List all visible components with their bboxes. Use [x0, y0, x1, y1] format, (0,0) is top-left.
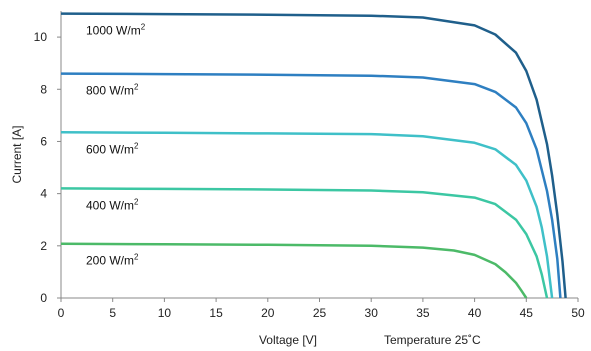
x-tick-label: 40	[468, 306, 482, 320]
series-line-1	[60, 12, 567, 299]
series-label-1: 1000 W/m2	[86, 23, 146, 38]
series-label-superscript: 2	[134, 83, 139, 92]
series-line-2	[60, 72, 562, 299]
series-label-superscript: 2	[141, 23, 146, 32]
series-label-5: 200 W/m2	[86, 253, 139, 268]
y-tick-label: 2	[40, 239, 47, 253]
series-group	[60, 12, 567, 299]
series-label-4: 400 W/m2	[86, 197, 139, 212]
x-tick-label: 15	[209, 306, 223, 320]
x-tick-label: 20	[261, 306, 275, 320]
series-label-superscript: 2	[134, 141, 139, 150]
series-line-4	[60, 187, 549, 299]
temperature-annotation: Temperature 25˚C	[384, 333, 481, 347]
y-tick-label: 10	[34, 30, 48, 44]
series-label-superscript: 2	[134, 253, 139, 262]
series-label-2: 800 W/m2	[86, 83, 139, 98]
y-tick-label: 0	[40, 291, 47, 305]
series-label-text: 1000 W/m	[86, 24, 141, 38]
y-tick-label: 6	[40, 134, 47, 148]
series-label-3: 600 W/m2	[86, 141, 139, 156]
series-line-3	[60, 131, 554, 299]
x-axis-title: Voltage [V]	[259, 333, 317, 347]
series-label-text: 200 W/m	[86, 254, 134, 268]
y-axis-title: Current [A]	[10, 125, 24, 183]
series-line-5	[60, 242, 528, 299]
series-label-text: 600 W/m	[86, 142, 134, 156]
x-tick-label: 30	[365, 306, 379, 320]
y-tick-label: 4	[40, 187, 47, 201]
series-label-superscript: 2	[134, 197, 139, 206]
x-tick-label: 45	[520, 306, 534, 320]
series-label-text: 800 W/m	[86, 84, 134, 98]
x-tick-label: 25	[313, 306, 327, 320]
tick-group: 0 5 10 15 20 25 30 35 40 45 50 0 2 4 6 8 10	[34, 30, 585, 320]
x-tick-label: 0	[58, 306, 65, 320]
x-tick-label: 5	[109, 306, 116, 320]
series-label-text: 400 W/m	[86, 198, 134, 212]
x-tick-label: 10	[158, 306, 172, 320]
x-tick-label: 50	[571, 306, 585, 320]
x-tick-label: 35	[416, 306, 430, 320]
y-tick-label: 8	[40, 82, 47, 96]
